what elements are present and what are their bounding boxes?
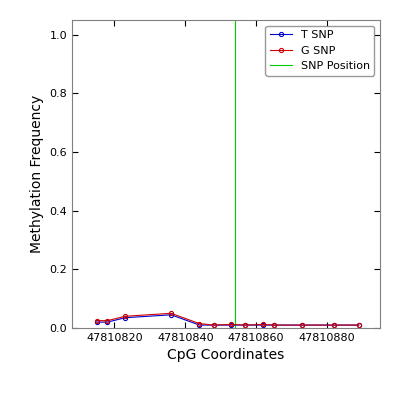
T SNP	[243, 323, 248, 328]
T SNP	[271, 323, 276, 328]
G SNP	[332, 323, 336, 328]
Y-axis label: Methylation Frequency: Methylation Frequency	[30, 95, 44, 253]
G SNP	[123, 314, 128, 319]
T SNP	[332, 323, 336, 328]
G SNP	[356, 323, 361, 328]
T SNP	[105, 320, 110, 324]
G SNP	[243, 323, 248, 328]
T SNP	[229, 323, 234, 328]
Line: T SNP: T SNP	[95, 313, 361, 327]
T SNP	[211, 323, 216, 328]
T SNP	[197, 323, 202, 328]
G SNP	[105, 318, 110, 323]
G SNP	[211, 323, 216, 328]
G SNP	[169, 311, 174, 316]
Line: G SNP: G SNP	[95, 311, 361, 327]
T SNP	[123, 315, 128, 320]
G SNP	[94, 318, 99, 323]
T SNP	[356, 323, 361, 328]
G SNP	[229, 322, 234, 327]
G SNP	[261, 322, 266, 327]
T SNP	[300, 323, 304, 328]
T SNP	[261, 323, 266, 328]
G SNP	[197, 321, 202, 326]
G SNP	[271, 323, 276, 328]
X-axis label: CpG Coordinates: CpG Coordinates	[167, 348, 285, 362]
T SNP	[169, 312, 174, 317]
T SNP	[94, 320, 99, 324]
G SNP	[300, 323, 304, 328]
Legend: T SNP, G SNP, SNP Position: T SNP, G SNP, SNP Position	[265, 26, 374, 76]
